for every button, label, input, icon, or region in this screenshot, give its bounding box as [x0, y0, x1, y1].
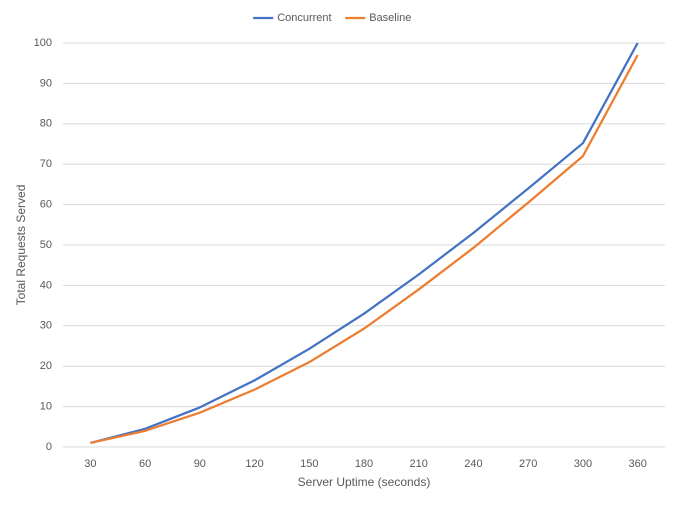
x-tick-label: 60 — [139, 458, 151, 470]
x-axis-title: Server Uptime (seconds) — [298, 475, 431, 489]
legend-label: Baseline — [369, 12, 411, 24]
legend-label: Concurrent — [277, 12, 331, 24]
x-tick-label: 360 — [628, 458, 646, 470]
y-tick-label: 40 — [40, 279, 52, 291]
y-tick-label: 20 — [40, 360, 52, 372]
y-tick-label: 70 — [40, 158, 52, 170]
x-tick-label: 300 — [574, 458, 592, 470]
y-tick-label: 60 — [40, 199, 52, 211]
x-tick-label: 30 — [84, 458, 96, 470]
y-tick-label: 80 — [40, 118, 52, 130]
x-tick-label: 270 — [519, 458, 537, 470]
y-tick-label: 30 — [40, 320, 52, 332]
y-tick-label: 0 — [46, 441, 52, 453]
series-line — [90, 42, 639, 445]
series-line — [90, 54, 639, 445]
x-tick-label: 240 — [464, 458, 482, 470]
x-tick-label: 210 — [410, 458, 428, 470]
x-tick-label: 120 — [245, 458, 263, 470]
y-tick-label: 100 — [34, 37, 52, 49]
y-axis-title: Total Requests Served — [14, 185, 28, 306]
y-tick-label: 10 — [40, 401, 52, 413]
y-tick-label: 50 — [40, 239, 52, 251]
x-tick-label: 180 — [355, 458, 373, 470]
x-tick-label: 90 — [194, 458, 206, 470]
x-tick-label: 150 — [300, 458, 318, 470]
y-tick-label: 90 — [40, 77, 52, 89]
